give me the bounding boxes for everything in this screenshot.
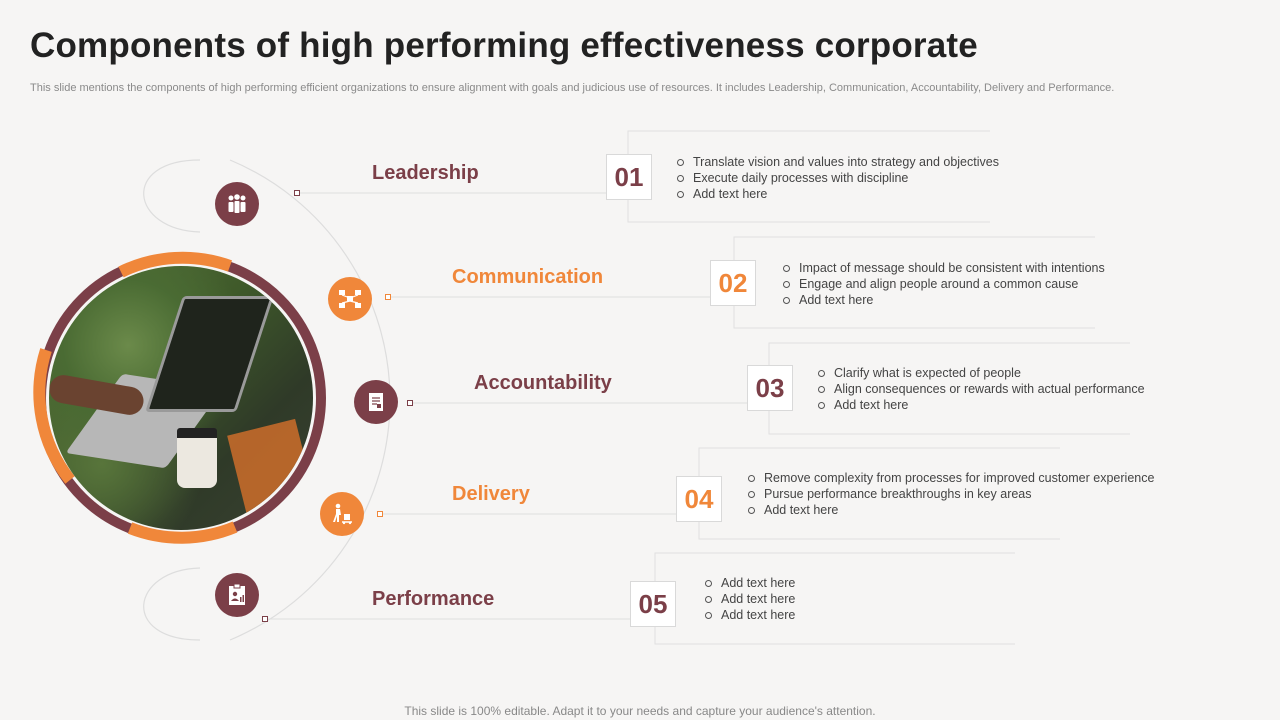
bullet-list: Add text here Add text here Add text her… <box>702 575 795 623</box>
number-box: 02 <box>710 260 756 306</box>
footer-note: This slide is 100% editable. Adapt it to… <box>404 704 876 718</box>
connector-dot <box>385 294 391 300</box>
list-item: Add text here <box>674 186 999 202</box>
coffee-cup-shape <box>177 428 217 488</box>
list-item: Impact of message should be consistent w… <box>780 260 1105 276</box>
item-label-leadership: Leadership <box>372 162 479 184</box>
network-icon <box>328 277 372 321</box>
bullet-list: Impact of message should be consistent w… <box>780 260 1105 308</box>
item-label-communication: Communication <box>452 266 604 288</box>
papers-shape <box>227 418 313 524</box>
report-icon <box>215 573 259 617</box>
page-title: Components of high performing effectiven… <box>30 26 978 65</box>
bullet-list: Remove complexity from processes for imp… <box>745 470 1154 518</box>
item-label-delivery: Delivery <box>452 483 530 505</box>
page-subtitle: This slide mentions the components of hi… <box>30 82 1115 94</box>
number-box: 05 <box>630 581 676 627</box>
list-item: Align consequences or rewards with actua… <box>815 381 1145 397</box>
team-icon <box>215 182 259 226</box>
item-label-performance: Performance <box>372 588 495 610</box>
list-item: Pursue performance breakthroughs in key … <box>745 486 1154 502</box>
number-box: 03 <box>747 365 793 411</box>
list-item: Remove complexity from processes for imp… <box>745 470 1154 486</box>
number-box: 01 <box>606 154 652 200</box>
bullet-list: Clarify what is expected of people Align… <box>815 365 1145 413</box>
list-item: Add text here <box>702 575 795 591</box>
document-icon <box>354 380 398 424</box>
item-label-accountability: Accountability <box>474 372 612 394</box>
connector-dot <box>407 400 413 406</box>
connector-dot <box>377 511 383 517</box>
laptop-photo <box>49 266 313 530</box>
number-box: 04 <box>676 476 722 522</box>
list-item: Clarify what is expected of people <box>815 365 1145 381</box>
connector-dot <box>294 190 300 196</box>
list-item: Add text here <box>780 292 1105 308</box>
laptop-screen-shape <box>145 296 274 412</box>
list-item: Translate vision and values into strateg… <box>674 154 999 170</box>
list-item: Add text here <box>815 397 1145 413</box>
list-item: Execute daily processes with discipline <box>674 170 999 186</box>
list-item: Engage and align people around a common … <box>780 276 1105 292</box>
list-item: Add text here <box>702 607 795 623</box>
bullet-list: Translate vision and values into strateg… <box>674 154 999 202</box>
connector-dot <box>262 616 268 622</box>
list-item: Add text here <box>702 591 795 607</box>
delivery-icon <box>320 492 364 536</box>
list-item: Add text here <box>745 502 1154 518</box>
